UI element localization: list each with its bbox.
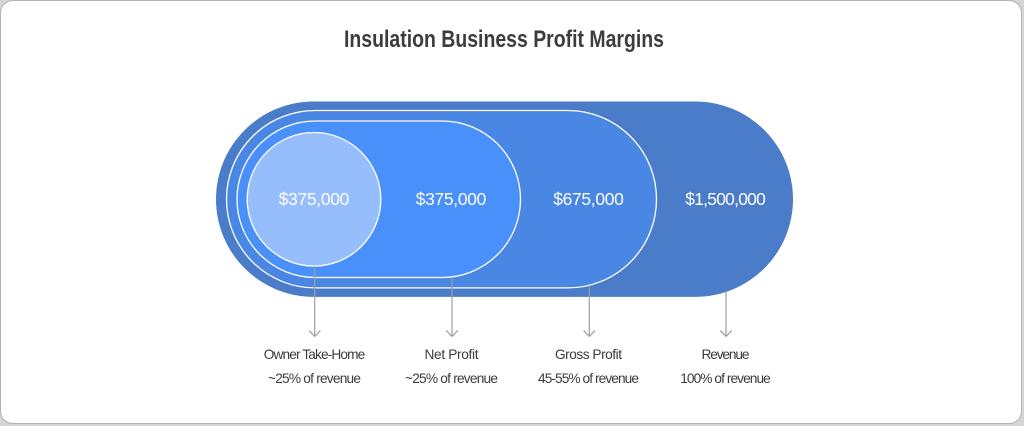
svg-text:$375,000: $375,000 [279,189,350,209]
svg-text:Gross Profit: Gross Profit [555,347,622,362]
svg-text:$675,000: $675,000 [553,189,624,209]
svg-text:45-55% of revenue: 45-55% of revenue [538,371,639,386]
svg-text:$375,000: $375,000 [416,189,487,209]
svg-text:Owner Take-Home: Owner Take-Home [264,347,366,362]
svg-text:100% of revenue: 100% of revenue [680,371,771,386]
svg-text:Revenue: Revenue [702,347,750,362]
svg-text:Net Profit: Net Profit [425,347,479,362]
svg-text:$1,500,000: $1,500,000 [685,189,766,209]
svg-text:Insulation Business Profit Mar: Insulation Business Profit Margins [344,26,664,53]
svg-text:~25% of revenue: ~25% of revenue [405,371,498,386]
svg-text:~25% of revenue: ~25% of revenue [268,371,361,386]
